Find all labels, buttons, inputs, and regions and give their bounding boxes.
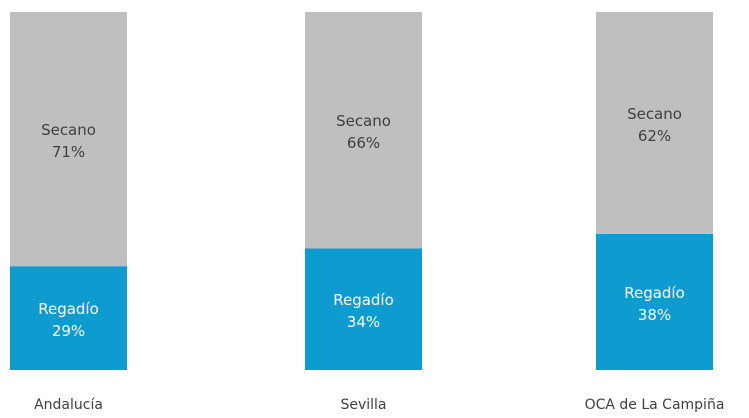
segment-value-regadio-oca-de-la-campina: 38%: [638, 306, 671, 324]
segment-name-secano-andalucia: Secano: [41, 121, 96, 139]
segment-labels-group: Regadío 29% Secano 71% Regadío 34% Secano 66% Re…: [38, 105, 685, 340]
segment-name-secano-sevilla: Secano: [336, 112, 391, 130]
segment-value-regadio-sevilla: 34%: [347, 313, 380, 331]
category-label-sevilla: Sevilla: [340, 397, 386, 413]
bar-secano-oca-de-la-campina: [596, 12, 713, 234]
segment-name-regadio-andalucia: Regadío: [38, 300, 99, 318]
bar-regadio-andalucia: [10, 266, 127, 370]
category-label-andalucia: Andalucía: [34, 397, 103, 413]
segment-value-secano-sevilla: 66%: [347, 134, 380, 152]
segment-name-regadio-sevilla: Regadío: [333, 291, 394, 309]
bar-secano-sevilla: [305, 12, 422, 249]
segment-value-secano-oca-de-la-campina: 62%: [638, 127, 671, 145]
segment-value-regadio-andalucia: 29%: [52, 322, 85, 340]
segment-name-regadio-oca-de-la-campina: Regadío: [624, 284, 685, 302]
bar-secano-andalucia: [10, 12, 127, 267]
category-labels-group: Andalucía Sevilla OCA de La Campiña: [34, 397, 724, 413]
segment-value-secano-andalucia: 71%: [52, 143, 85, 161]
category-label-oca-de-la-campina: OCA de La Campiña: [585, 397, 725, 413]
segment-name-secano-oca-de-la-campina: Secano: [627, 105, 682, 123]
bars-group: [10, 12, 713, 370]
bar-regadio-oca-de-la-campina: [596, 233, 713, 370]
bar-regadio-sevilla: [305, 248, 422, 370]
